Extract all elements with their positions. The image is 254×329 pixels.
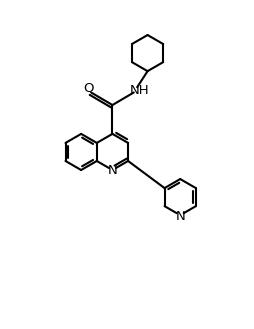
- Text: N: N: [108, 164, 117, 177]
- Text: NH: NH: [129, 84, 149, 97]
- Text: O: O: [83, 82, 93, 95]
- Text: N: N: [175, 210, 184, 223]
